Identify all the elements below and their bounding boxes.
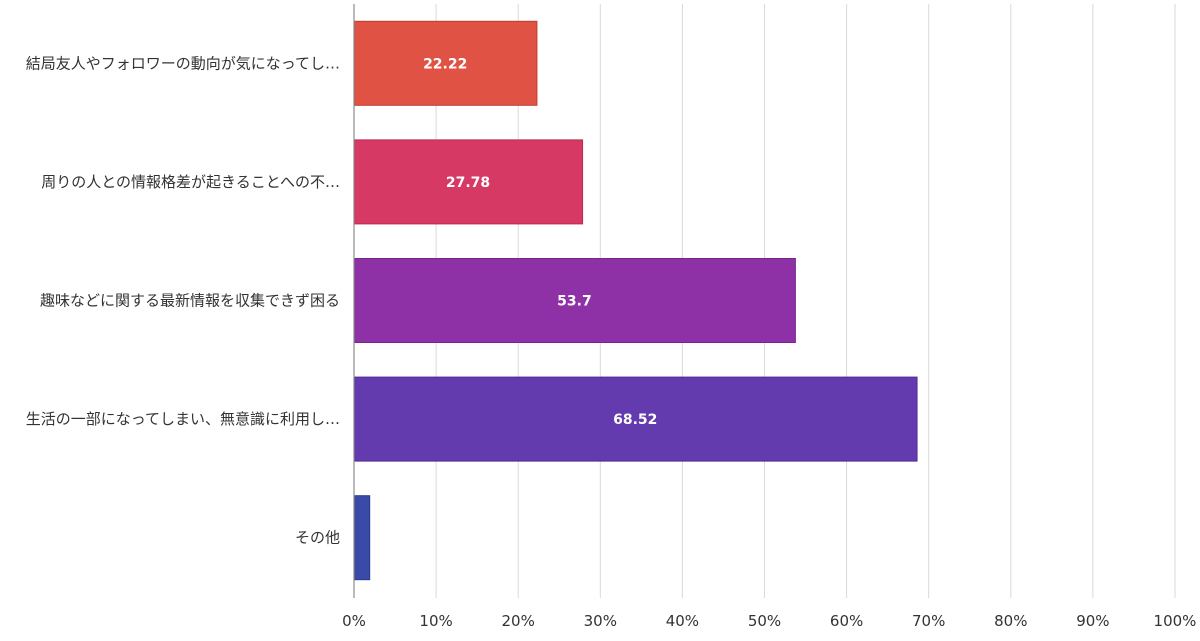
x-tick-label: 90% — [1076, 612, 1109, 630]
x-tick-label: 60% — [830, 612, 863, 630]
x-tick-label: 10% — [419, 612, 452, 630]
x-tick-label: 0% — [342, 612, 366, 630]
x-tick-label: 30% — [584, 612, 617, 630]
category-label: 結局友人やフォロワーの動向が気になってし… — [26, 54, 340, 72]
bars-group — [354, 20, 918, 581]
bar — [354, 20, 538, 106]
x-tick-label: 70% — [912, 612, 945, 630]
data-label: 22.22 — [423, 56, 467, 72]
x-tick-labels: 0% 10% 20% 30% 40% 50% 60% 70% 80% 90% 100% — [342, 612, 1196, 630]
category-label: 生活の一部になってしまい、無意識に利用し… — [26, 410, 340, 428]
data-label: 53.7 — [557, 294, 592, 310]
x-tick-label: 100% — [1154, 612, 1197, 630]
x-tick-label: 40% — [666, 612, 699, 630]
value-labels: 22.22 27.78 53.7 68.52 — [423, 56, 657, 428]
x-tick-label: 80% — [994, 612, 1027, 630]
data-label: 27.78 — [446, 175, 490, 191]
data-label: 68.52 — [613, 412, 657, 428]
category-labels: 結局友人やフォロワーの動向が気になってし… 周りの人との情報格差が起きることへの不… — [26, 54, 340, 546]
x-tick-label: 20% — [502, 612, 535, 630]
bar — [354, 376, 918, 462]
category-label: 周りの人との情報格差が起きることへの不… — [41, 173, 340, 191]
x-tick-label: 50% — [748, 612, 781, 630]
category-label: 趣味などに関する最新情報を収集できず困る — [40, 292, 340, 310]
category-label: その他 — [295, 529, 340, 547]
bar — [354, 258, 796, 343]
bar — [354, 495, 371, 581]
